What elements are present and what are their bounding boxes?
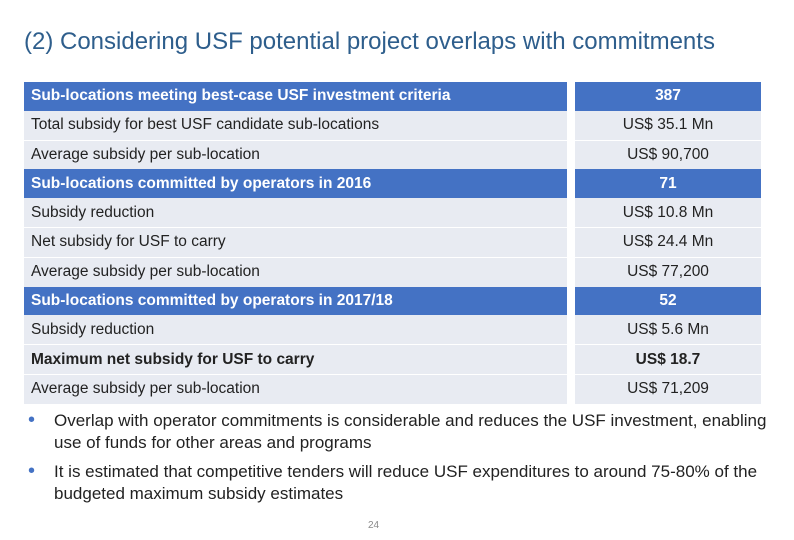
table-row: Average subsidy per sub-location US$ 77,… [24,256,761,287]
page-number: 24 [368,520,380,531]
row-label: Average subsidy per sub-location [24,373,567,404]
bullet-text: It is estimated that competitive tenders… [54,462,758,503]
row-value: US$ 77,200 [575,256,761,287]
row-value: US$ 24.4 Mn [575,226,761,258]
table-row: Average subsidy per sub-location US$ 71,… [24,373,761,404]
bullet-text: Overlap with operator commitments is con… [54,411,767,452]
row-value: 71 [575,169,761,199]
row-label: Sub-locations meeting best-case USF inve… [24,82,567,111]
row-value: US$ 10.8 Mn [575,198,761,228]
slide-title: (2) Considering USF potential project ov… [24,28,715,55]
bullet-dot-icon: • [28,409,36,431]
row-label: Sub-locations committed by operators in … [24,286,567,316]
bullet-item: • It is estimated that competitive tende… [28,460,778,505]
row-label: Maximum net subsidy for USF to carry [24,344,567,375]
row-value: US$ 5.6 Mn [575,315,761,345]
table-row: Sub-locations meeting best-case USF inve… [24,82,761,111]
table-row: Total subsidy for best USF candidate sub… [24,110,761,141]
table-row: Net subsidy for USF to carry US$ 24.4 Mn [24,226,761,258]
row-value: US$ 18.7 [575,344,761,375]
row-value: US$ 35.1 Mn [575,110,761,141]
table-row: Subsidy reduction US$ 10.8 Mn [24,198,761,228]
subsidy-table: Sub-locations meeting best-case USF inve… [24,82,761,404]
row-label: Average subsidy per sub-location [24,256,567,287]
table-row: Maximum net subsidy for USF to carry US$… [24,344,761,375]
row-value: US$ 71,209 [575,373,761,404]
table-row: Average subsidy per sub-location US$ 90,… [24,139,761,170]
bullet-list: • Overlap with operator commitments is c… [28,409,778,512]
row-value: 387 [575,82,761,111]
table-row: Sub-locations committed by operators in … [24,286,761,316]
row-label: Sub-locations committed by operators in … [24,169,567,199]
row-label: Subsidy reduction [24,198,567,228]
row-label: Total subsidy for best USF candidate sub… [24,110,567,141]
bullet-dot-icon: • [28,460,36,482]
bullet-item: • Overlap with operator commitments is c… [28,409,778,454]
row-label: Subsidy reduction [24,315,567,345]
table-row: Sub-locations committed by operators in … [24,169,761,199]
row-label: Net subsidy for USF to carry [24,226,567,258]
row-label: Average subsidy per sub-location [24,139,567,170]
row-value: 52 [575,286,761,316]
table-row: Subsidy reduction US$ 5.6 Mn [24,315,761,345]
row-value: US$ 90,700 [575,139,761,170]
